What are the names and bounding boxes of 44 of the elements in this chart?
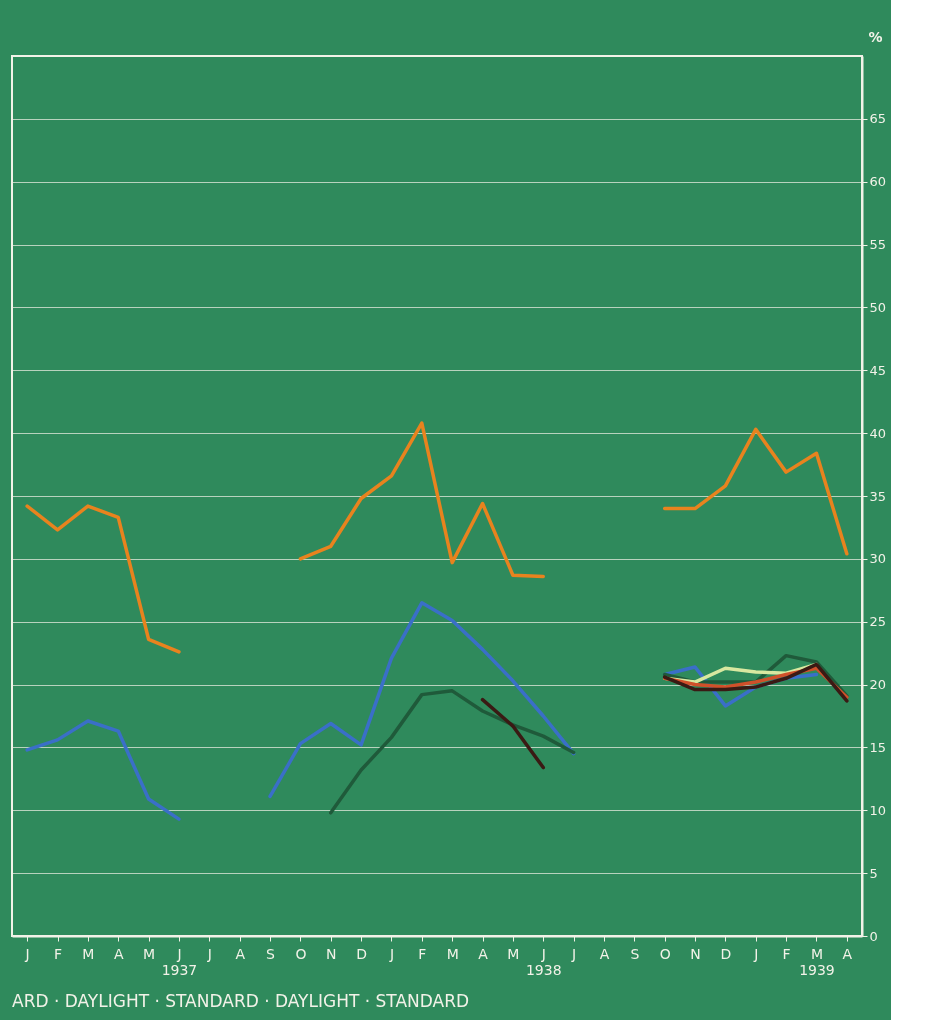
x-tick-label: J <box>753 945 759 962</box>
x-tick-label: F <box>418 945 427 962</box>
y-tick-label: 60 <box>869 174 887 190</box>
y-tick-label: 0 <box>869 928 878 944</box>
x-tick-label: S <box>630 945 640 962</box>
x-tick-label: J <box>24 945 30 962</box>
x-tick-label: D <box>356 945 367 962</box>
y-tick-label: 40 <box>869 425 887 441</box>
x-tick-label: M <box>143 945 156 962</box>
x-tick-label: F <box>782 945 791 962</box>
y-tick-label: 65 <box>869 111 887 127</box>
y-tick-label: 30 <box>869 551 887 567</box>
y-axis-title: % <box>868 28 883 45</box>
x-tick-label: M <box>82 945 95 962</box>
x-tick-label: N <box>690 945 701 962</box>
y-tick-label: 45 <box>869 362 887 378</box>
x-tick-label: J 1937 <box>161 945 198 978</box>
x-tick-label: A <box>599 945 610 962</box>
y-tick-label: 20 <box>869 677 887 693</box>
x-tick-label: O <box>295 945 307 962</box>
x-tick-label: O <box>659 945 671 962</box>
x-tick-label: A <box>235 945 246 962</box>
x-tick-label: J <box>571 945 577 962</box>
x-tick-label: A <box>478 945 489 962</box>
x-tick-label: D <box>720 945 732 962</box>
x-tick-label: S <box>266 945 276 962</box>
y-tick-label: 35 <box>869 488 887 504</box>
x-tick-label: M <box>446 945 459 962</box>
x-tick-label: F <box>54 945 63 962</box>
x-tick-label: N <box>326 945 337 962</box>
x-tick-label: J <box>388 945 395 962</box>
x-tick-label: A <box>113 945 124 962</box>
y-tick-label: 10 <box>869 802 887 818</box>
x-tick-label: M 1939 <box>799 945 835 978</box>
y-tick-label: 15 <box>869 739 887 755</box>
x-tick-label: J <box>206 945 212 962</box>
x-tick-label: A <box>842 945 853 962</box>
text: ARD · DAYLIGHT · STANDARD · DAYLIGHT · STANDARD <box>12 991 470 1011</box>
y-tick-label: 50 <box>869 299 887 315</box>
y-tick-label: 25 <box>869 614 887 630</box>
y-tick-label: 55 <box>869 237 887 253</box>
y-tick-label: 5 <box>869 865 878 881</box>
x-tick-label: M <box>507 945 520 962</box>
x-tick-label: J 1938 <box>525 945 562 978</box>
